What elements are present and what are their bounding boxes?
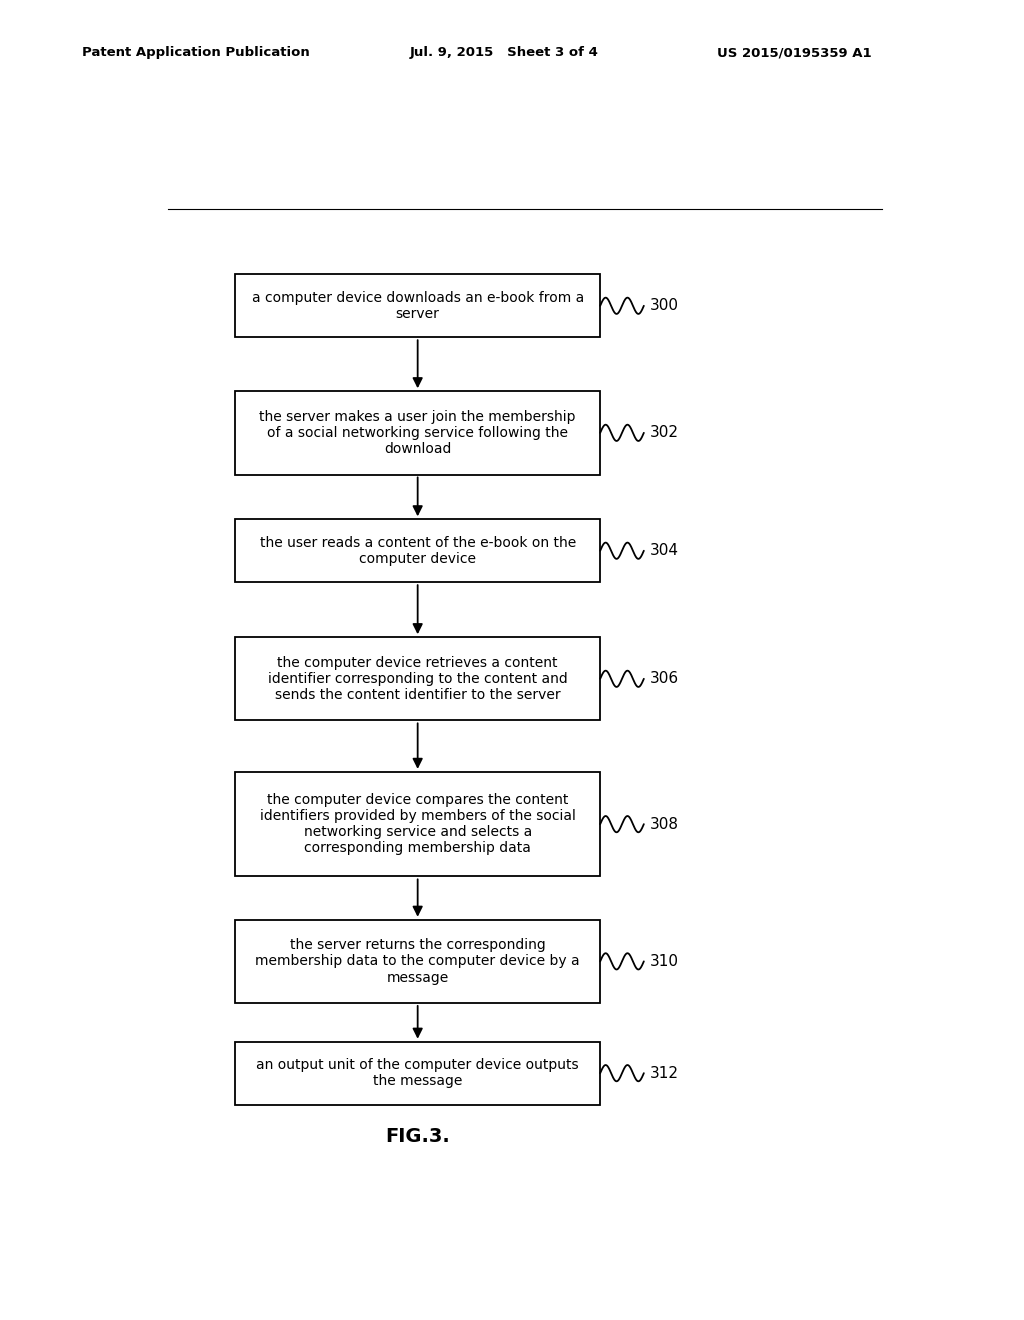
Text: 304: 304 <box>650 544 679 558</box>
Text: 310: 310 <box>650 954 679 969</box>
Bar <box>236 772 600 876</box>
Text: 306: 306 <box>650 672 679 686</box>
Text: Patent Application Publication: Patent Application Publication <box>82 46 309 59</box>
Text: a computer device downloads an e-book from a
server: a computer device downloads an e-book fr… <box>252 290 584 321</box>
Text: the server returns the corresponding
membership data to the computer device by a: the server returns the corresponding mem… <box>255 939 580 985</box>
Text: 308: 308 <box>650 817 679 832</box>
Bar <box>236 638 600 721</box>
Bar <box>236 1041 600 1105</box>
Bar <box>236 920 600 1003</box>
Text: 300: 300 <box>650 298 679 313</box>
Text: the user reads a content of the e-book on the
computer device: the user reads a content of the e-book o… <box>259 536 575 566</box>
Text: 312: 312 <box>650 1065 679 1081</box>
Text: Jul. 9, 2015   Sheet 3 of 4: Jul. 9, 2015 Sheet 3 of 4 <box>410 46 598 59</box>
Text: the server makes a user join the membership
of a social networking service follo: the server makes a user join the members… <box>259 409 575 455</box>
Text: the computer device compares the content
identifiers provided by members of the : the computer device compares the content… <box>260 793 575 855</box>
Bar <box>236 391 600 474</box>
Text: FIG.3.: FIG.3. <box>385 1127 450 1146</box>
Bar <box>236 519 600 582</box>
Text: 302: 302 <box>650 425 679 441</box>
Text: an output unit of the computer device outputs
the message: an output unit of the computer device ou… <box>256 1059 579 1088</box>
Text: the computer device retrieves a content
identifier corresponding to the content : the computer device retrieves a content … <box>268 656 567 702</box>
Text: US 2015/0195359 A1: US 2015/0195359 A1 <box>717 46 871 59</box>
Bar <box>236 275 600 338</box>
